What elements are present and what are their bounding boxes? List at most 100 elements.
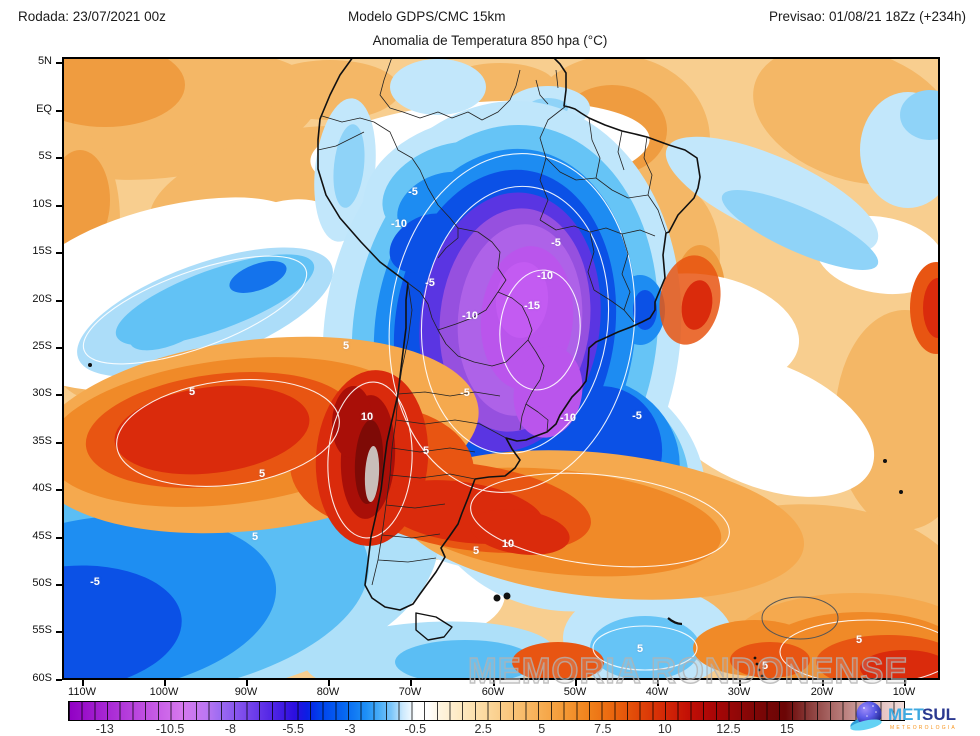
lon-tickmark <box>739 680 741 686</box>
lat-tick-label: 60S <box>32 672 52 684</box>
lat-tickmark <box>56 537 62 539</box>
annotation-ellipse <box>761 596 839 640</box>
colorbar-tick-label: 5 <box>538 722 546 736</box>
lon-tick-label: 60W <box>481 686 505 698</box>
lon-tick-label: 70W <box>398 686 422 698</box>
contour-value-label: -10 <box>537 270 553 282</box>
logo-subtext: METEOROLOGIA <box>890 725 957 731</box>
map-title: Anomalia de Temperatura 850 hpa (°C) <box>372 33 608 48</box>
contour-value-label: -10 <box>391 218 407 230</box>
contour-value-label: -15 <box>524 300 540 312</box>
contour-value-label: -10 <box>560 412 576 424</box>
lon-tickmark <box>82 680 84 686</box>
contour-value-label: -5 <box>551 237 561 249</box>
lat-tickmark <box>56 679 62 681</box>
lon-tickmark <box>164 680 166 686</box>
lat-tickmark <box>56 205 62 207</box>
coastline <box>88 57 903 678</box>
contour-value-label: 10 <box>360 411 374 423</box>
colorbar-tick-label: 7.5 <box>594 722 612 736</box>
lat-tickmark <box>56 252 62 254</box>
contour-value-label: 5 <box>761 660 769 672</box>
lat-tick-label: 20S <box>32 293 52 305</box>
model-name-label: Modelo GDPS/CMC 15km <box>348 9 506 24</box>
contour-value-label: -5 <box>408 186 418 198</box>
lon-tick-label: 20W <box>810 686 834 698</box>
anomaly-map-svg <box>62 57 940 680</box>
lat-tick-label: 25S <box>32 340 52 352</box>
lon-tick-label: 10W <box>892 686 916 698</box>
lon-tickmark <box>822 680 824 686</box>
lat-tick-label: 40S <box>32 482 52 494</box>
colorbar-tick-label: -5.5 <box>282 722 304 736</box>
colorbar-tick-label: -3 <box>344 722 356 736</box>
contour-value-label: -5 <box>460 387 470 399</box>
country-borders <box>317 57 667 586</box>
lat-tickmark <box>56 584 62 586</box>
contour-value-label: -5 <box>425 277 435 289</box>
lat-tick-label: 55S <box>32 624 52 636</box>
lon-tickmark <box>904 680 906 686</box>
colorbar-cells <box>69 702 904 720</box>
contour-value-label: 5 <box>251 531 259 543</box>
logo-text-met: MET <box>888 705 925 724</box>
lon-tickmark <box>246 680 248 686</box>
contour-value-label: 5 <box>855 634 863 646</box>
lon-tick-label: 30W <box>727 686 751 698</box>
lat-tick-label: EQ <box>36 103 52 115</box>
lat-tickmark <box>56 394 62 396</box>
model-run-label: Rodada: 23/07/2021 00z <box>18 9 166 24</box>
metsul-logo: MET SUL METEOROLOGIA <box>850 701 957 731</box>
lat-tickmark <box>56 489 62 491</box>
colorbar-tick-label: 12.5 <box>716 722 741 736</box>
lon-tick-label: 40W <box>645 686 669 698</box>
lon-tick-label: 50W <box>563 686 587 698</box>
lat-tick-label: 5S <box>38 150 52 162</box>
lat-tickmark <box>56 157 62 159</box>
lat-tick-label: 30S <box>32 387 52 399</box>
colorbar-tick-label: 10 <box>657 722 672 736</box>
contour-value-label: 10 <box>501 538 515 550</box>
colorbar-tick-label: -8 <box>224 722 236 736</box>
lon-tickmark <box>575 680 577 686</box>
colorbar <box>68 701 905 721</box>
forecast-valid-label: Previsao: 01/08/21 18Zz (+234h) <box>769 9 966 24</box>
lat-tickmark <box>56 110 62 112</box>
contour-value-label: 5 <box>188 386 196 398</box>
lat-tickmark <box>56 62 62 64</box>
colorbar-tick-label: -13 <box>95 722 114 736</box>
watermark: MEMORIA RONDONENSE <box>467 649 909 692</box>
lon-tick-label: 110W <box>68 686 96 698</box>
lat-tick-label: 50S <box>32 577 52 589</box>
lon-tickmark <box>493 680 495 686</box>
contour-value-label: 5 <box>636 643 644 655</box>
contour-value-label: -5 <box>90 576 100 588</box>
contour-value-label: 5 <box>342 340 350 352</box>
colorbar-tick-labels: -13 -10.5 -8 -5.5 -3 -0.5 2.5 5 7.5 10 12.5 15 <box>68 722 905 736</box>
contour-value-label: -5 <box>632 410 642 422</box>
contour-value-label: 5 <box>472 545 480 557</box>
colorbar-tick-label: -10.5 <box>155 722 185 736</box>
lat-tick-label: 15S <box>32 245 52 257</box>
lon-tick-label: 90W <box>234 686 258 698</box>
lat-tickmark <box>56 631 62 633</box>
lat-tickmark <box>56 300 62 302</box>
contour-value-label: 5 <box>258 468 266 480</box>
contour-value-label: 5 <box>422 445 430 457</box>
lat-tickmark <box>56 442 62 444</box>
lat-tickmark <box>56 347 62 349</box>
lon-tickmark <box>410 680 412 686</box>
lon-tickmark <box>657 680 659 686</box>
logo-text-sul: SUL <box>922 705 956 724</box>
lat-tick-label: 10S <box>32 198 52 210</box>
planet-icon <box>850 701 882 731</box>
lon-tick-label: 80W <box>316 686 340 698</box>
contour-lines <box>82 153 940 680</box>
lat-tick-label: 35S <box>32 435 52 447</box>
map-frame <box>62 57 940 680</box>
colorbar-tick-label: -0.5 <box>404 722 427 736</box>
contour-value-label: -10 <box>462 310 478 322</box>
lon-tickmark <box>328 680 330 686</box>
